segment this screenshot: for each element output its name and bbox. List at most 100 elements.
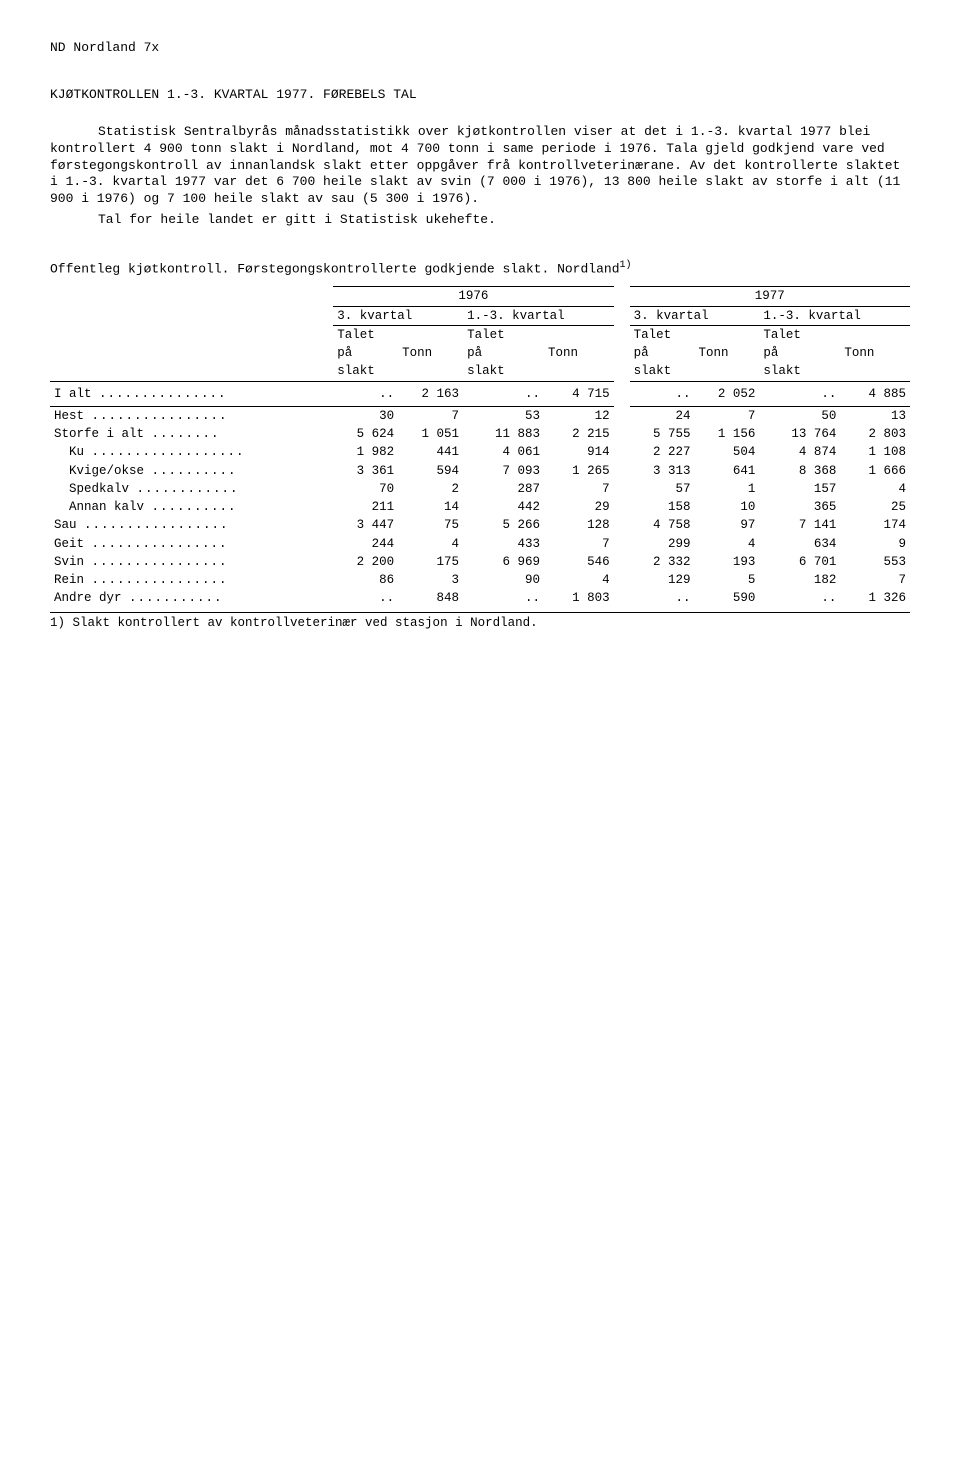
cell-value: ..	[759, 589, 840, 607]
row-label: Hest ................	[50, 406, 333, 425]
cell-value: 129	[630, 571, 695, 589]
cell-value: 2 215	[544, 425, 614, 443]
cell-value: ..	[759, 381, 840, 406]
cell-value: 1	[695, 480, 760, 498]
table-row: Storfe i alt ........5 6241 05111 8832 2…	[50, 425, 910, 443]
cell-value: 4 061	[463, 443, 544, 461]
cell-value: 7	[840, 571, 910, 589]
cell-value: 287	[463, 480, 544, 498]
col-tonn: Tonn	[398, 344, 463, 362]
paragraph: Statistisk Sentralbyrås månadsstatistikk…	[50, 124, 910, 208]
col-pa: på	[630, 344, 695, 362]
cell-value: 3 447	[333, 516, 398, 534]
cell-value: 174	[840, 516, 910, 534]
cell-value: 7 093	[463, 462, 544, 480]
cell-value: 4	[398, 535, 463, 553]
col-talet: Talet	[759, 325, 840, 344]
data-table: 1976 1977 3. kvartal 1.-3. kvartal 3. kv…	[50, 286, 910, 607]
document-title: KJØTKONTROLLEN 1.-3. KVARTAL 1977. FØREB…	[50, 87, 910, 104]
cell-value: 158	[630, 498, 695, 516]
cell-value: 299	[630, 535, 695, 553]
cell-value: 1 051	[398, 425, 463, 443]
cell-value: 4 758	[630, 516, 695, 534]
cell-value: ..	[463, 589, 544, 607]
year-1976: 1976	[333, 287, 613, 306]
cell-value: 12	[544, 406, 614, 425]
row-label: Geit ................	[50, 535, 333, 553]
row-label: Annan kalv ..........	[50, 498, 333, 516]
cell-value: 2	[398, 480, 463, 498]
cell-value: 193	[695, 553, 760, 571]
cell-value: ..	[333, 589, 398, 607]
table-row: I alt .................2 163..4 715..2 0…	[50, 381, 910, 406]
cell-value: 504	[695, 443, 760, 461]
cell-value: 211	[333, 498, 398, 516]
cell-value: 441	[398, 443, 463, 461]
cell-value: 10	[695, 498, 760, 516]
cell-value: 90	[463, 571, 544, 589]
table-footnote: 1) Slakt kontrollert av kontrollveterinæ…	[50, 612, 910, 631]
table-title: Offentleg kjøtkontroll. Førstegongskontr…	[50, 259, 910, 278]
cell-value: 7	[398, 406, 463, 425]
cell-value: 11 883	[463, 425, 544, 443]
table-row: Ku ..................1 9824414 0619142 2…	[50, 443, 910, 461]
cell-value: 1 108	[840, 443, 910, 461]
row-label: Svin ................	[50, 553, 333, 571]
cell-value: 3 313	[630, 462, 695, 480]
cell-value: 4	[840, 480, 910, 498]
cell-value: 4	[544, 571, 614, 589]
table-body: I alt .................2 163..4 715..2 0…	[50, 381, 910, 608]
row-label: Spedkalv ............	[50, 480, 333, 498]
cell-value: 1 265	[544, 462, 614, 480]
cell-value: 365	[759, 498, 840, 516]
cell-value: 97	[695, 516, 760, 534]
col-talet: Talet	[630, 325, 695, 344]
cell-value: 1 156	[695, 425, 760, 443]
cell-value: 128	[544, 516, 614, 534]
cell-value: 4	[695, 535, 760, 553]
cell-value: 7	[544, 535, 614, 553]
table-row: Geit ................2444433729946349	[50, 535, 910, 553]
table-row: Kvige/okse ..........3 3615947 0931 2653…	[50, 462, 910, 480]
cell-value: 7	[695, 406, 760, 425]
cell-value: 13 764	[759, 425, 840, 443]
cell-value: 25	[840, 498, 910, 516]
row-label: Ku ..................	[50, 443, 333, 461]
col-pa: på	[463, 344, 544, 362]
col-tonn: Tonn	[840, 344, 910, 362]
col-slakt: slakt	[333, 362, 398, 381]
page-header: ND Nordland 7x	[50, 40, 910, 57]
cell-value: 13	[840, 406, 910, 425]
cell-value: 2 227	[630, 443, 695, 461]
cell-value: ..	[630, 381, 695, 406]
cell-value: 30	[333, 406, 398, 425]
cell-value: 5 266	[463, 516, 544, 534]
row-label: Rein ................	[50, 571, 333, 589]
cell-value: 70	[333, 480, 398, 498]
cell-value: 2 200	[333, 553, 398, 571]
table-row: Sau .................3 447755 2661284 75…	[50, 516, 910, 534]
body-text: Statistisk Sentralbyrås månadsstatistikk…	[50, 124, 910, 229]
col-pa: på	[333, 344, 398, 362]
col-slakt: slakt	[630, 362, 695, 381]
row-label: Sau .................	[50, 516, 333, 534]
cell-value: 546	[544, 553, 614, 571]
table-row: Hest ................30753122475013	[50, 406, 910, 425]
cell-value: 1 803	[544, 589, 614, 607]
cell-value: 14	[398, 498, 463, 516]
cell-value: 9	[840, 535, 910, 553]
table-quarter-row: 3. kvartal 1.-3. kvartal 3. kvartal 1.-3…	[50, 306, 910, 325]
cell-value: 641	[695, 462, 760, 480]
row-label: Storfe i alt ........	[50, 425, 333, 443]
cell-value: 6 969	[463, 553, 544, 571]
cell-value: 5 755	[630, 425, 695, 443]
cell-value: 175	[398, 553, 463, 571]
row-label: I alt ...............	[50, 381, 333, 406]
cell-value: ..	[630, 589, 695, 607]
table-row: Svin ................2 2001756 9695462 3…	[50, 553, 910, 571]
row-label: Kvige/okse ..........	[50, 462, 333, 480]
cell-value: 7 141	[759, 516, 840, 534]
table-subhead-row-2: på Tonn på Tonn på Tonn på Tonn	[50, 344, 910, 362]
table-title-sup: 1)	[620, 260, 632, 271]
cell-value: 6 701	[759, 553, 840, 571]
